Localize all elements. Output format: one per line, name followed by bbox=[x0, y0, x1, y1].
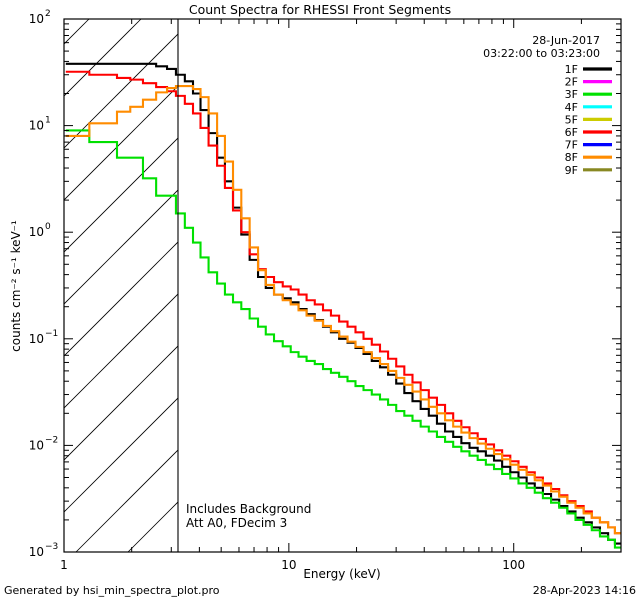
x-axis-label: Energy (keV) bbox=[303, 567, 380, 581]
x-tick-label: 10 bbox=[281, 558, 296, 572]
excluded-energy-hatch-region bbox=[64, 19, 178, 552]
footer-generator: Generated by hsi_min_spectra_plot.pro bbox=[4, 584, 220, 597]
y-tick-label: 10 −1 bbox=[29, 329, 59, 346]
annotation-attenuator-state: Att A0, FDecim 3 bbox=[186, 516, 287, 530]
legend-item-label: 2F bbox=[565, 76, 578, 89]
svg-text:−3: −3 bbox=[45, 542, 58, 552]
legend-item-7f[interactable]: 7F bbox=[565, 139, 612, 152]
y-tick-label: 10 −2 bbox=[29, 435, 59, 452]
x-tick-label: 1 bbox=[60, 558, 68, 572]
spectrum-curve-8f bbox=[65, 84, 621, 535]
svg-text:−1: −1 bbox=[45, 329, 58, 339]
spectrum-curve-3f bbox=[65, 129, 621, 549]
legend-item-8f[interactable]: 8F bbox=[565, 151, 612, 164]
legend-item-label: 8F bbox=[565, 151, 578, 164]
legend-item-label: 5F bbox=[565, 113, 578, 126]
legend-item-label: 9F bbox=[565, 164, 578, 177]
x-tick-label: 100 bbox=[502, 558, 525, 572]
svg-text:10: 10 bbox=[29, 225, 44, 239]
legend-item-label: 6F bbox=[565, 126, 578, 139]
y-tick-label: 10 2 bbox=[29, 9, 51, 26]
legend-item-label: 1F bbox=[565, 63, 578, 76]
spectrum-curve-1f bbox=[65, 62, 621, 545]
legend-item-9f[interactable]: 9F bbox=[565, 164, 612, 177]
svg-text:10: 10 bbox=[29, 332, 44, 346]
y-tick-label: 10 −3 bbox=[29, 542, 59, 559]
spectra-curves bbox=[65, 62, 621, 549]
legend-item-6f[interactable]: 6F bbox=[565, 126, 612, 139]
page-title: Count Spectra for RHESSI Front Segments bbox=[189, 2, 451, 17]
svg-text:10: 10 bbox=[29, 12, 44, 26]
legend-item-5f[interactable]: 5F bbox=[565, 113, 612, 126]
legend-item-1f[interactable]: 1F bbox=[565, 63, 612, 76]
y-axis-label: counts cm⁻² s⁻¹ keV⁻¹ bbox=[9, 220, 23, 352]
annotation-includes-background: Includes Background bbox=[186, 502, 311, 516]
legend-item-label: 7F bbox=[565, 139, 578, 152]
y-tick-label: 10 0 bbox=[29, 222, 51, 239]
legend-date: 28-Jun-2017 bbox=[532, 34, 600, 47]
legend-item-label: 3F bbox=[565, 88, 578, 101]
y-tick-label: 10 1 bbox=[29, 116, 51, 133]
svg-text:10: 10 bbox=[29, 545, 44, 559]
legend-item-3f[interactable]: 3F bbox=[565, 88, 612, 101]
footer-timestamp: 28-Apr-2023 14:16 bbox=[533, 584, 636, 597]
legend-item-4f[interactable]: 4F bbox=[565, 101, 612, 114]
legend-item-2f[interactable]: 2F bbox=[565, 76, 612, 89]
legend-item-label: 4F bbox=[565, 101, 578, 114]
svg-text:2: 2 bbox=[45, 9, 51, 19]
legend-time-interval: 03:22:00 to 03:23:00 bbox=[483, 47, 600, 60]
svg-text:0: 0 bbox=[45, 222, 51, 232]
svg-text:−2: −2 bbox=[45, 435, 58, 445]
svg-text:10: 10 bbox=[29, 438, 44, 452]
svg-text:10: 10 bbox=[29, 119, 44, 133]
spectrum-curve-6f bbox=[65, 70, 621, 535]
svg-text:1: 1 bbox=[45, 116, 51, 126]
